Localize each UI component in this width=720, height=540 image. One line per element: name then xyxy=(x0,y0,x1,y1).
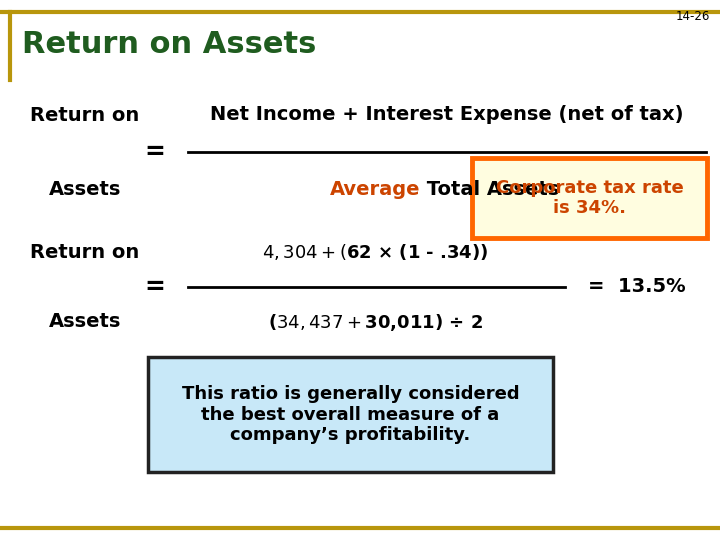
Text: Return on: Return on xyxy=(30,243,140,262)
Text: Return on Assets: Return on Assets xyxy=(22,30,316,59)
Text: Assets: Assets xyxy=(49,180,121,199)
Text: 14-26: 14-26 xyxy=(675,10,710,23)
Text: Net Income + Interest Expense (net of tax): Net Income + Interest Expense (net of ta… xyxy=(210,105,684,124)
Text: Corporate tax rate
is 34%.: Corporate tax rate is 34%. xyxy=(495,179,683,218)
Text: =: = xyxy=(145,275,166,299)
Text: ($34,437 + $30,011) ÷ 2: ($34,437 + $30,011) ÷ 2 xyxy=(268,312,482,333)
Text: =  13.5%: = 13.5% xyxy=(588,278,685,296)
Text: This ratio is generally considered
the best overall measure of a
company’s profi: This ratio is generally considered the b… xyxy=(181,384,519,444)
Text: Average: Average xyxy=(330,180,420,199)
Text: Total Assets: Total Assets xyxy=(420,180,559,199)
Text: =: = xyxy=(145,140,166,164)
Text: $4,304 + ($62 × (1 - .34)): $4,304 + ($62 × (1 - .34)) xyxy=(262,242,488,262)
Text: Assets: Assets xyxy=(49,312,121,331)
Text: Return on: Return on xyxy=(30,106,140,125)
